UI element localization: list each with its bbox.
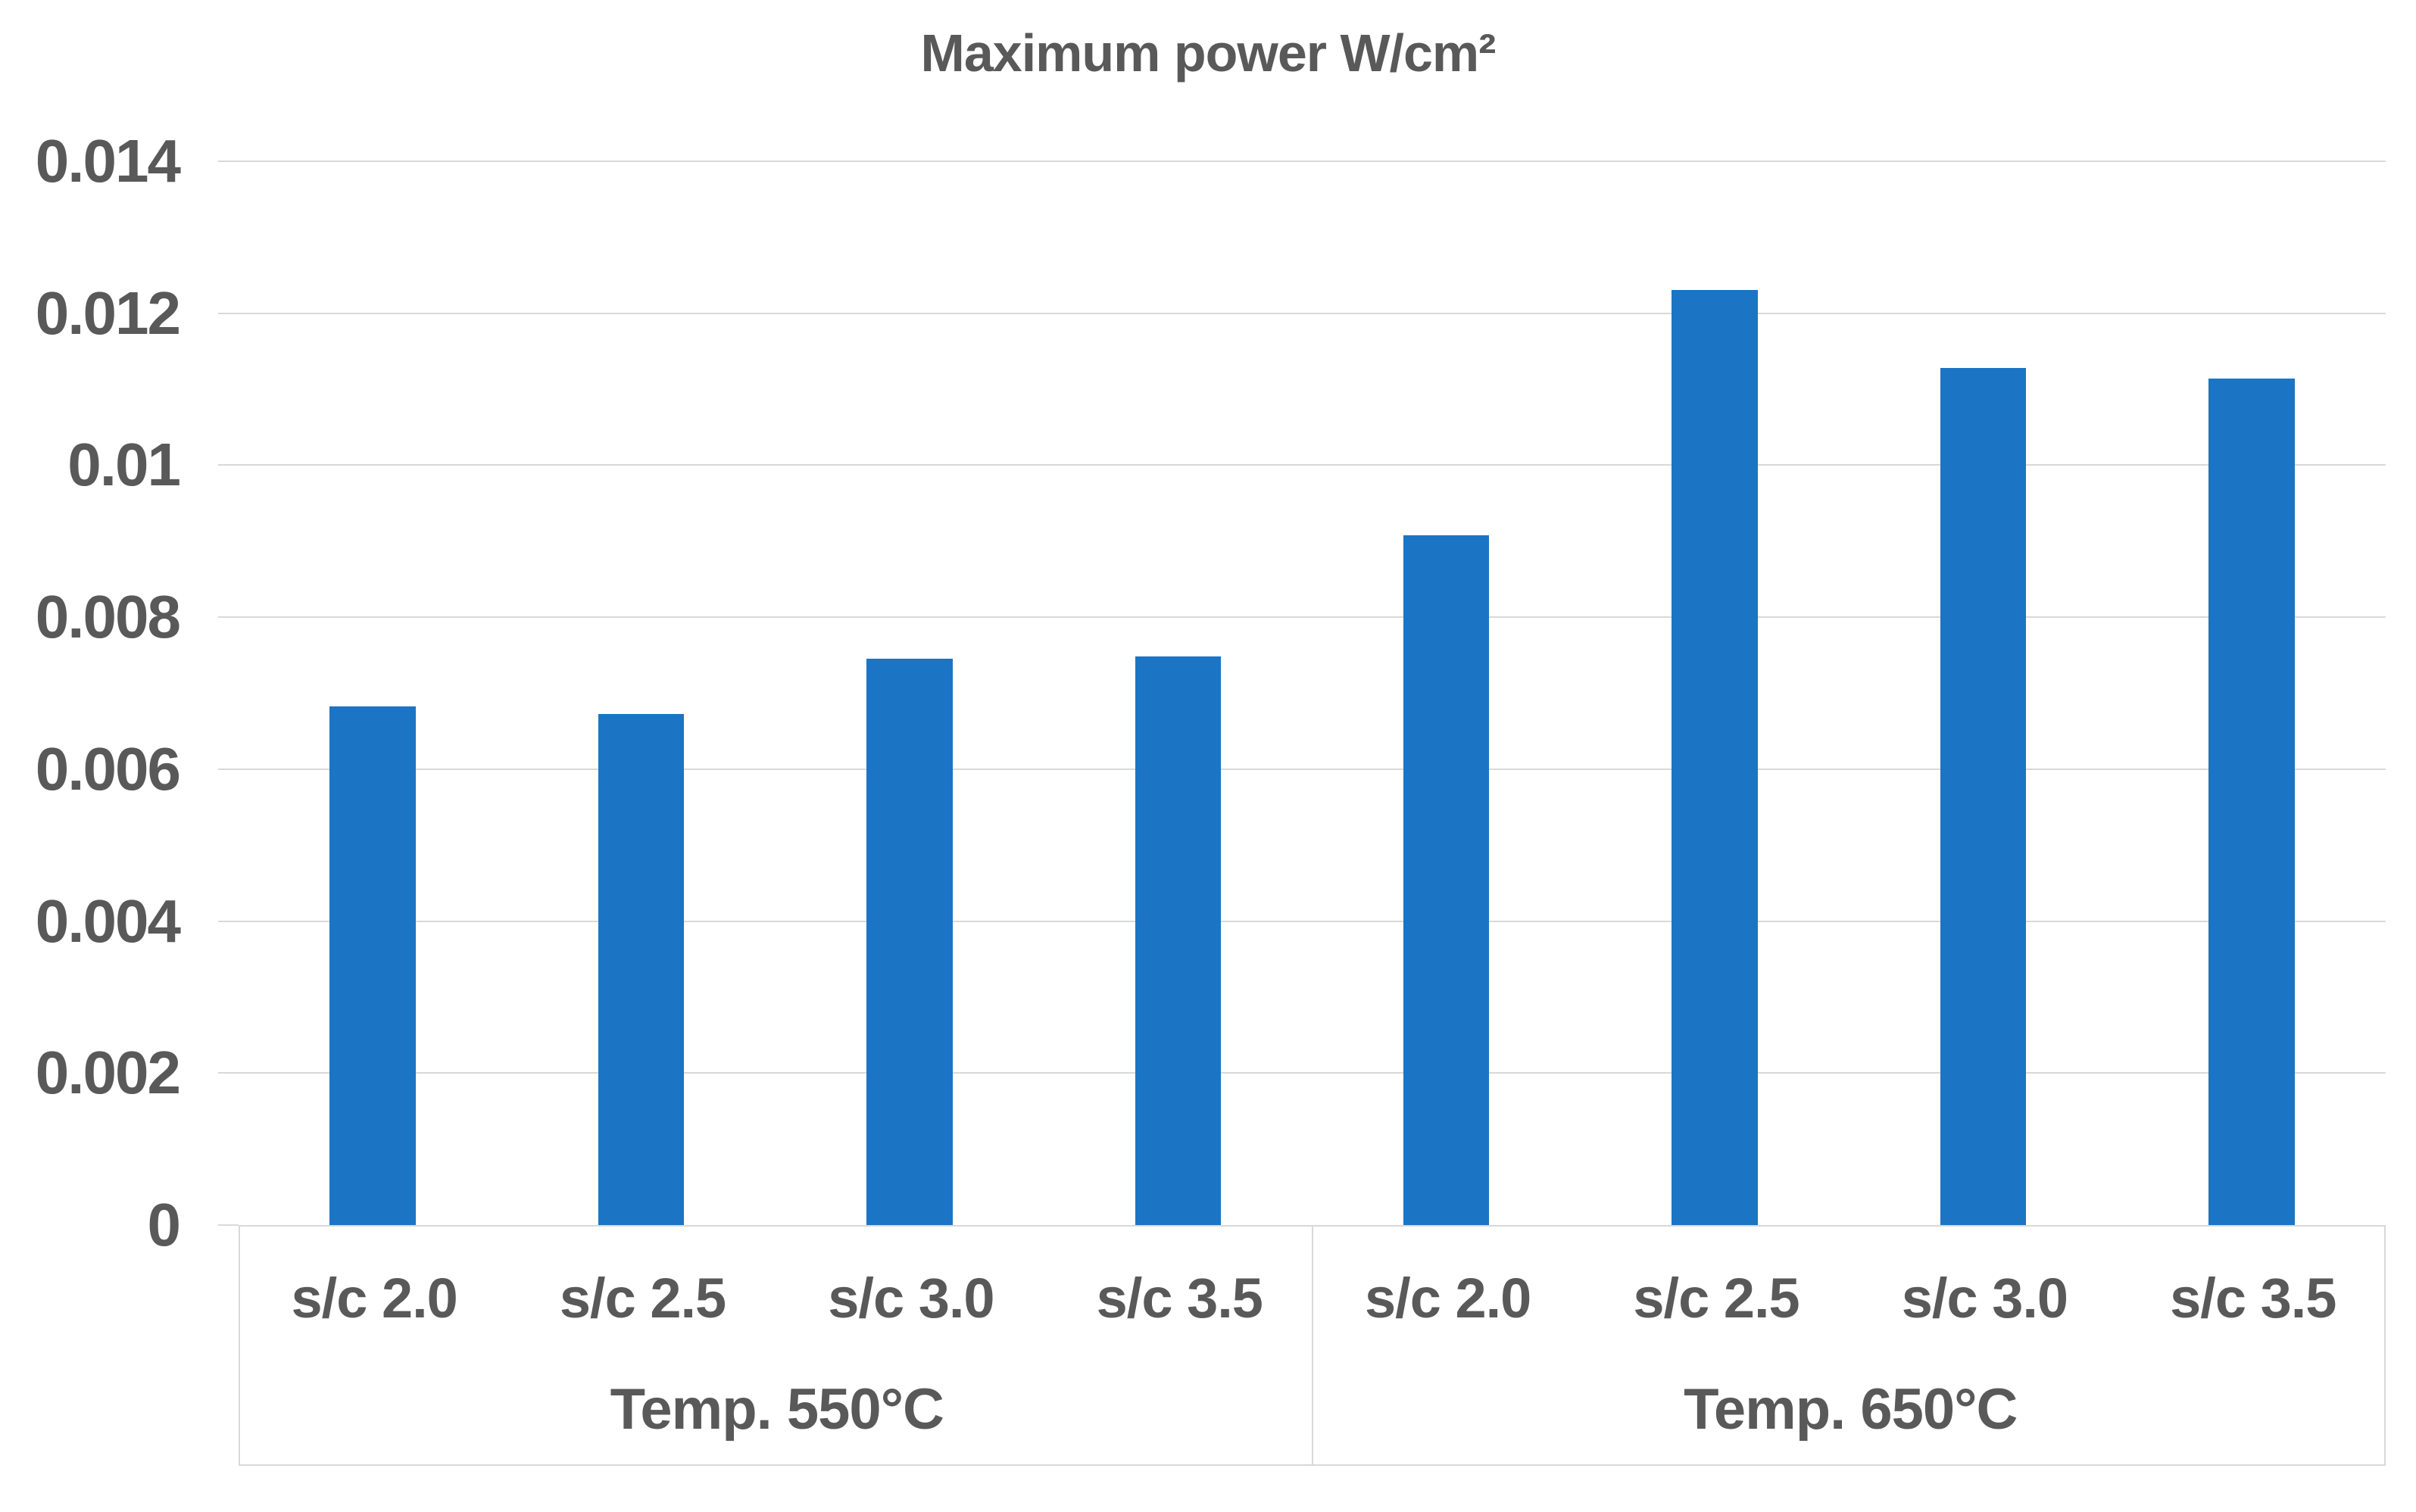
y-axis-tick (218, 768, 239, 770)
bar (1135, 656, 1221, 1225)
category-label: s/c 3.0 (828, 1267, 994, 1330)
group-divider (1311, 1227, 1313, 1464)
y-axis-label: 0.014 (35, 127, 181, 195)
category-label: s/c 2.5 (559, 1267, 726, 1330)
category-axis-band: s/c 2.0 s/c 2.5 s/c 3.0 s/c 3.5 Temp. 550°C s… (239, 1225, 2386, 1466)
category-label: s/c 3.5 (1096, 1267, 1263, 1330)
group-label: Temp. 550°C (610, 1377, 944, 1442)
y-axis-tick (218, 920, 239, 922)
category-label: s/c 2.5 (1633, 1267, 1800, 1330)
y-axis-tick (218, 161, 239, 162)
category-label: s/c 3.0 (1901, 1267, 2068, 1330)
gridline (239, 920, 2386, 922)
bar (866, 659, 953, 1225)
bar (1940, 367, 2027, 1225)
y-axis-tick (218, 312, 239, 314)
bar (598, 713, 685, 1225)
gridline (239, 1072, 2386, 1074)
bar (1403, 535, 1490, 1225)
bar (2208, 379, 2295, 1225)
y-axis-tick (218, 1224, 239, 1226)
y-axis-label: 0.006 (35, 734, 181, 803)
category-label: s/c 3.5 (2170, 1267, 2336, 1330)
category-label: s/c 2.0 (1365, 1267, 1531, 1330)
gridline (239, 616, 2386, 619)
category-label: s/c 2.0 (291, 1267, 458, 1330)
gridline (239, 312, 2386, 314)
bar (329, 706, 416, 1225)
chart-title: Maximum power W/cm² (920, 23, 1497, 83)
y-axis-tick (218, 464, 239, 466)
y-axis-label: 0.004 (35, 887, 181, 955)
y-axis-label: 0.01 (67, 431, 181, 499)
plot-area (239, 161, 2386, 1225)
gridline (239, 768, 2386, 770)
gridline (239, 464, 2386, 466)
gridline (239, 161, 2386, 162)
y-axis-tick (218, 1072, 239, 1074)
y-axis-label: 0.008 (35, 583, 181, 651)
y-axis-label: 0.012 (35, 279, 181, 347)
y-axis-label: 0 (147, 1191, 182, 1258)
y-axis-tick (218, 616, 239, 619)
bar (1672, 289, 1758, 1225)
y-axis-label: 0.002 (35, 1039, 181, 1107)
group-label: Temp. 650°C (1684, 1377, 2018, 1442)
